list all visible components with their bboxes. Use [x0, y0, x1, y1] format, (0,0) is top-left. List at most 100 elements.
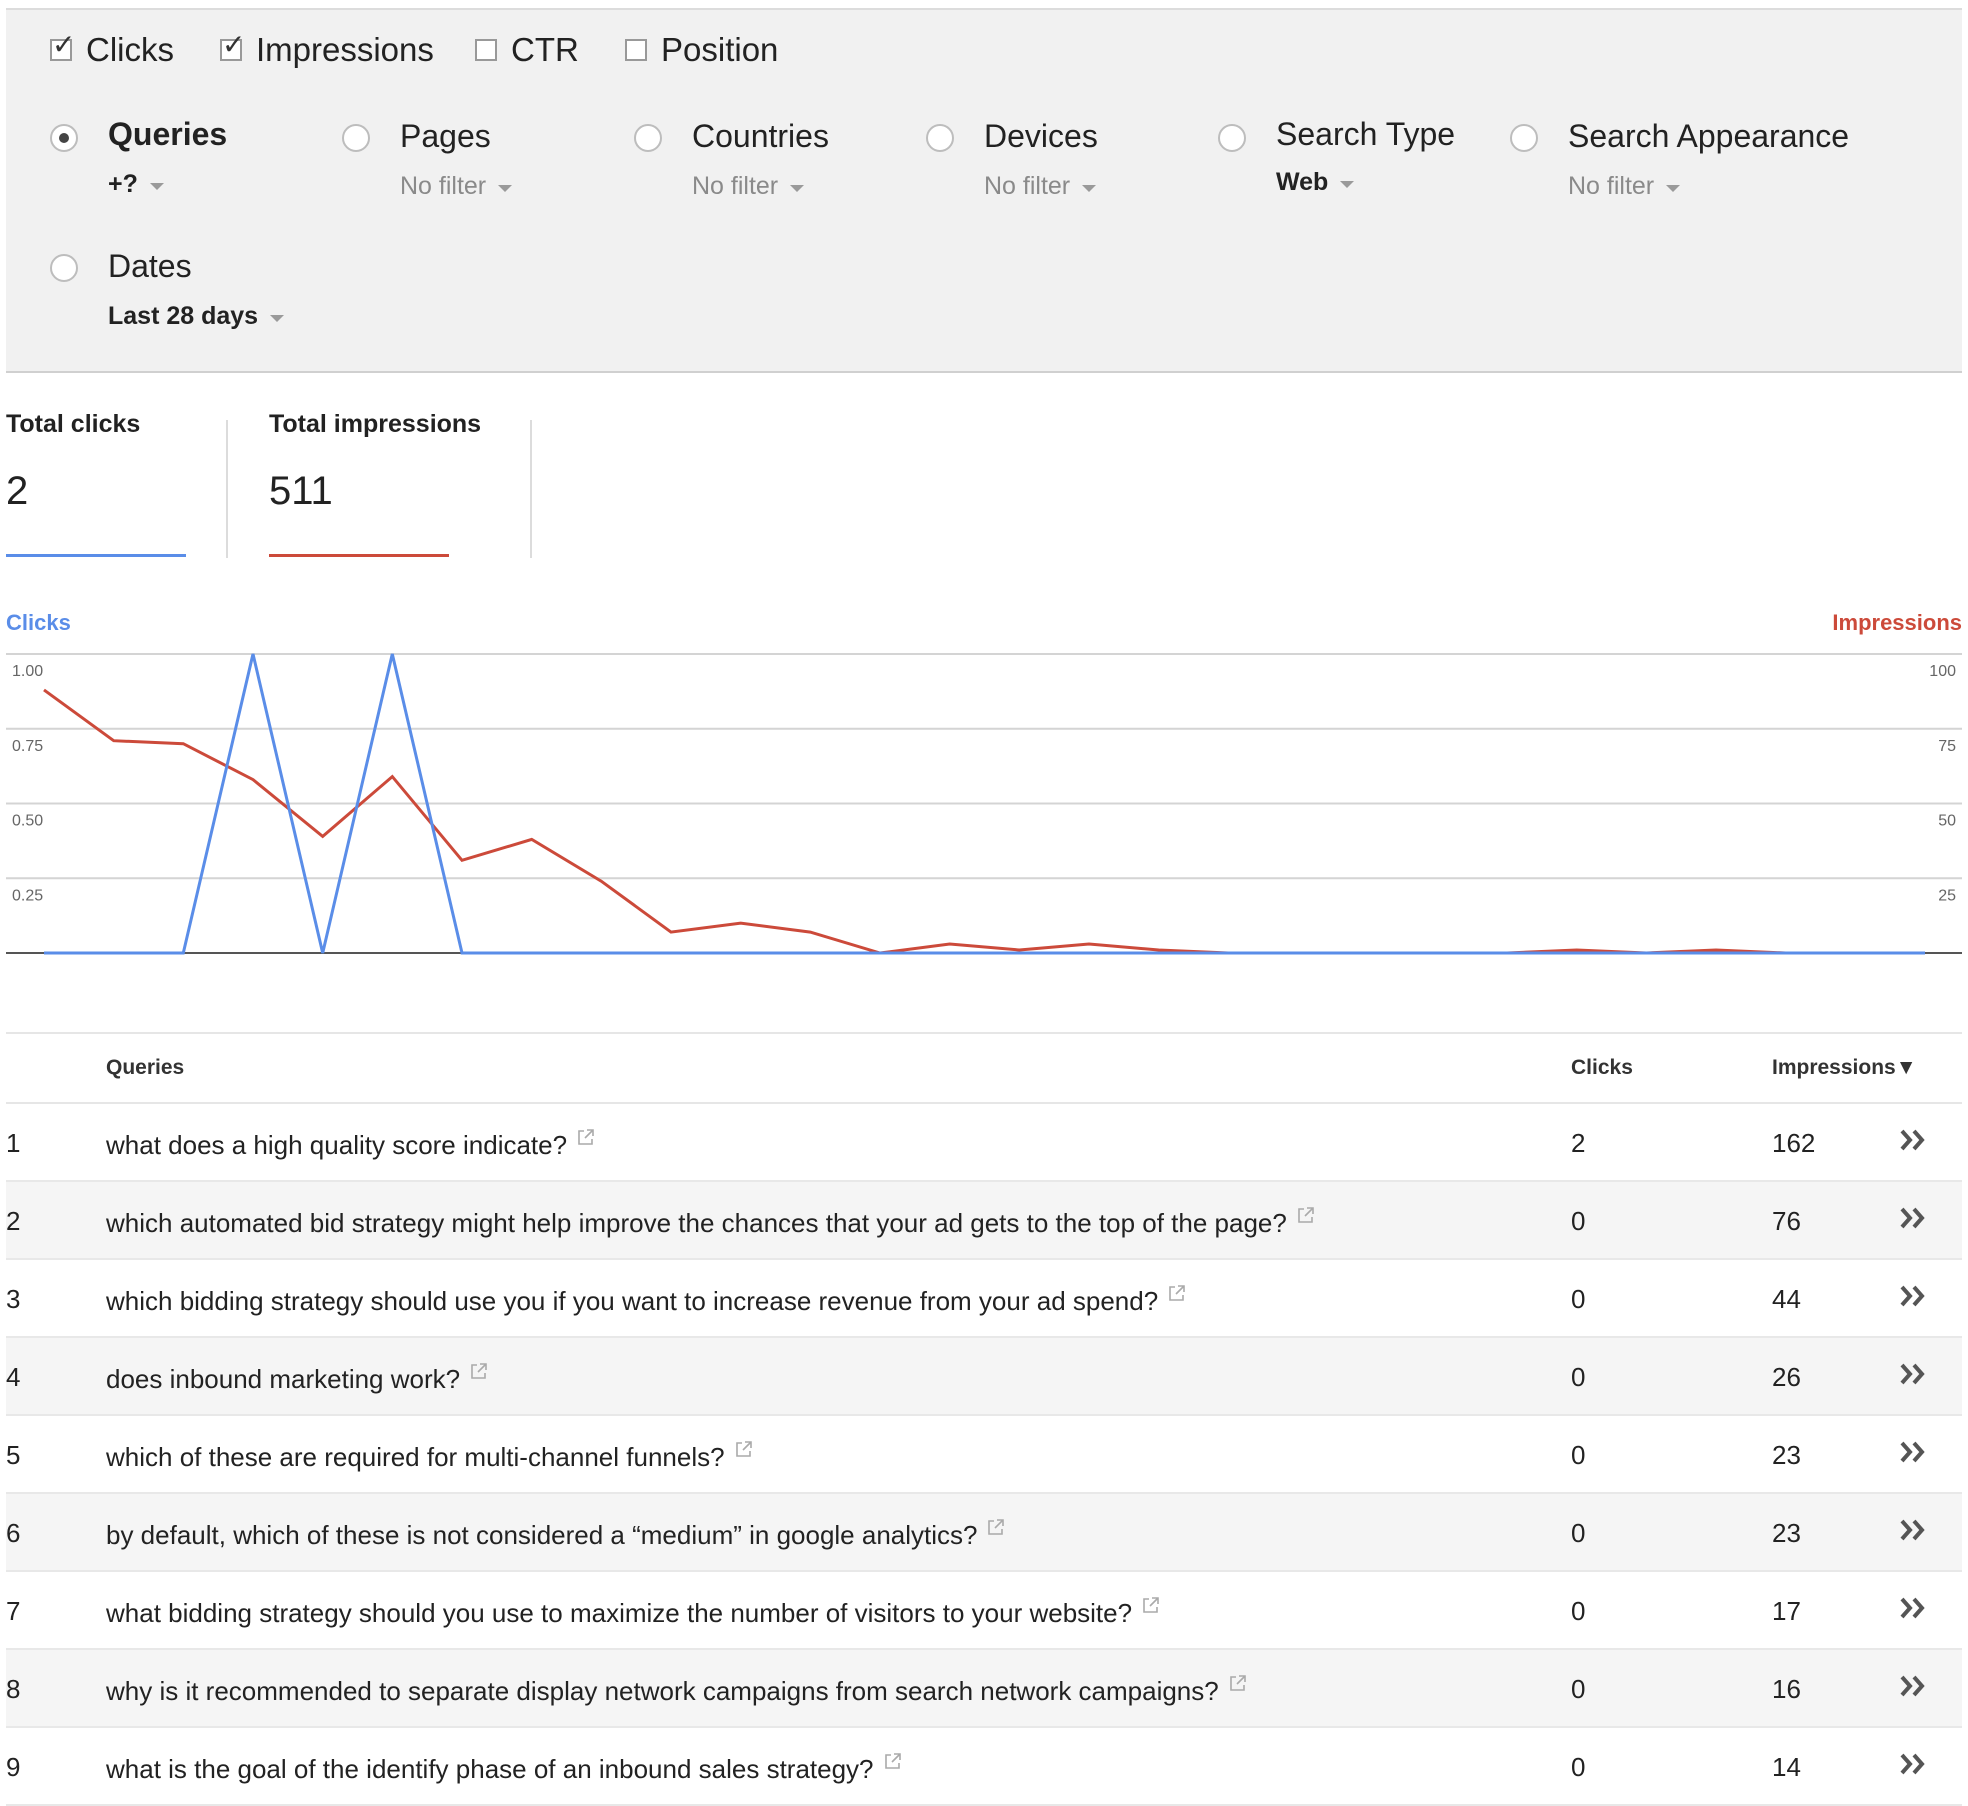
- checkmark-icon: ✓: [222, 29, 246, 60]
- metric-toggle-clicks[interactable]: ✓ Clicks: [50, 30, 174, 70]
- external-link-icon[interactable]: [987, 1518, 1005, 1536]
- query-text: why is it recommended to separate displa…: [106, 1676, 1219, 1706]
- double-chevron-right-icon[interactable]: [1898, 1672, 1930, 1700]
- dimension-filter-dropdown[interactable]: No filter: [692, 172, 805, 201]
- metric-toggle-ctr[interactable]: CTR: [475, 30, 579, 70]
- radio-button[interactable]: [342, 124, 370, 152]
- double-chevron-right-icon[interactable]: [1898, 1438, 1930, 1466]
- table-row[interactable]: 2 which automated bid strategy might help…: [6, 1182, 1962, 1260]
- query-text: which automated bid strategy might help …: [106, 1208, 1287, 1238]
- checkbox[interactable]: [475, 39, 497, 61]
- dimension-filter-dropdown[interactable]: No filter: [400, 172, 513, 201]
- checkmark-icon: ✓: [52, 29, 76, 60]
- total-impressions-value: 511: [269, 469, 333, 513]
- external-link-icon[interactable]: [1168, 1284, 1186, 1302]
- table-row[interactable]: 6 by default, which of these is not consi…: [6, 1494, 1962, 1572]
- filter-value: No filter: [400, 172, 487, 200]
- clicks-cell: 0: [1571, 1440, 1586, 1470]
- row-index: 8: [6, 1674, 21, 1704]
- external-link-icon[interactable]: [577, 1128, 595, 1146]
- column-header-queries[interactable]: Queries: [106, 1056, 185, 1079]
- caret-down-icon: [1340, 180, 1355, 188]
- left-axis-tick-label: 0.25: [12, 887, 43, 904]
- column-header-impressions[interactable]: Impressions▼: [1772, 1056, 1917, 1079]
- double-chevron-right-icon[interactable]: [1898, 1594, 1930, 1622]
- row-index: 4: [6, 1362, 21, 1392]
- dimension-search-type[interactable]: Search Type Web: [1174, 88, 1464, 198]
- external-link-icon[interactable]: [1142, 1596, 1160, 1614]
- left-axis-tick-label: 0.50: [12, 813, 43, 830]
- caret-down-icon: [1082, 184, 1097, 192]
- row-index: 7: [6, 1596, 21, 1626]
- query-cell: why is it recommended to separate displa…: [106, 1674, 1247, 1707]
- radio-button[interactable]: [1218, 124, 1246, 152]
- query-cell: which bidding strategy should use you if…: [106, 1284, 1186, 1317]
- double-chevron-right-icon[interactable]: [1898, 1126, 1930, 1154]
- clicks-color-underline: [6, 554, 186, 557]
- checkbox[interactable]: ✓: [220, 31, 245, 61]
- external-link-icon[interactable]: [735, 1440, 753, 1458]
- impressions-cell: 23: [1772, 1518, 1801, 1548]
- radio-button[interactable]: [50, 124, 78, 152]
- dimension-label: Pages: [400, 118, 491, 154]
- table-row[interactable]: 5 which of these are required for multi-c…: [6, 1416, 1962, 1494]
- clicks-cell: 0: [1571, 1596, 1586, 1626]
- double-chevron-right-icon[interactable]: [1898, 1360, 1930, 1388]
- radio-button[interactable]: [1510, 124, 1538, 152]
- dimension-devices[interactable]: Devices No filter: [882, 88, 1172, 201]
- checkbox[interactable]: ✓: [50, 31, 75, 61]
- query-cell: what does a high quality score indicate?: [106, 1128, 595, 1161]
- double-chevron-right-icon[interactable]: [1898, 1750, 1930, 1778]
- external-link-icon[interactable]: [1229, 1674, 1247, 1692]
- double-chevron-right-icon[interactable]: [1898, 1516, 1930, 1544]
- table-body: 1 what does a high quality score indicate…: [6, 1104, 1962, 1806]
- left-axis-tick-label: 0.75: [12, 738, 43, 755]
- query-cell: what bidding strategy should you use to …: [106, 1596, 1160, 1629]
- row-index: 6: [6, 1518, 21, 1548]
- table-row[interactable]: 8 why is it recommended to separate displ…: [6, 1650, 1962, 1728]
- row-index: 3: [6, 1284, 21, 1314]
- impressions-cell: 162: [1772, 1128, 1816, 1158]
- double-chevron-right-icon[interactable]: [1898, 1282, 1930, 1310]
- checkbox[interactable]: [625, 39, 647, 61]
- dimension-queries[interactable]: Queries +?: [6, 88, 296, 198]
- column-header-clicks[interactable]: Clicks: [1571, 1056, 1633, 1079]
- dimension-filter-dropdown[interactable]: +?: [108, 170, 164, 199]
- dimension-pages[interactable]: Pages No filter: [298, 88, 588, 201]
- dimension-search-appearance[interactable]: Search Appearance No filter: [1466, 88, 1866, 201]
- total-clicks-card[interactable]: Total clicks 2: [6, 410, 186, 557]
- external-link-icon[interactable]: [1297, 1206, 1315, 1224]
- impressions-cell: 76: [1772, 1206, 1801, 1236]
- caret-down-icon: [149, 182, 164, 190]
- impressions-cell: 14: [1772, 1752, 1801, 1782]
- external-link-icon[interactable]: [470, 1362, 488, 1380]
- table-row[interactable]: 7 what bidding strategy should you use to…: [6, 1572, 1962, 1650]
- table-row[interactable]: 9 what is the goal of the identify phase …: [6, 1728, 1962, 1806]
- clicks-series-line: [44, 653, 1925, 955]
- double-chevron-right-icon[interactable]: [1898, 1204, 1930, 1232]
- divider: [226, 420, 228, 558]
- caret-down-icon: [790, 184, 805, 192]
- radio-button[interactable]: [634, 124, 662, 152]
- dimension-dates[interactable]: Dates Last 28 days: [6, 218, 296, 331]
- metric-label: Impressions: [256, 31, 434, 68]
- dimension-filter-dropdown[interactable]: Web: [1276, 168, 1355, 197]
- clicks-cell: 0: [1571, 1206, 1586, 1236]
- radio-button[interactable]: [50, 254, 78, 282]
- filter-value: No filter: [692, 172, 779, 200]
- clicks-cell: 0: [1571, 1752, 1586, 1782]
- external-link-icon[interactable]: [884, 1752, 902, 1770]
- dimension-label: Devices: [984, 118, 1098, 154]
- dimension-filter-dropdown[interactable]: No filter: [1568, 172, 1681, 201]
- table-row[interactable]: 3 which bidding strategy should use you i…: [6, 1260, 1962, 1338]
- metric-toggle-position[interactable]: Position: [625, 30, 778, 70]
- total-impressions-card[interactable]: Total impressions 511: [269, 410, 481, 557]
- dimension-countries[interactable]: Countries No filter: [590, 88, 880, 201]
- dimension-filter-dropdown[interactable]: Last 28 days: [108, 302, 285, 331]
- radio-button[interactable]: [926, 124, 954, 152]
- table-row[interactable]: 4 does inbound marketing work? 0 26: [6, 1338, 1962, 1416]
- dimension-filter-dropdown[interactable]: No filter: [984, 172, 1097, 201]
- metric-toggle-impressions[interactable]: ✓ Impressions: [220, 30, 434, 70]
- table-row[interactable]: 1 what does a high quality score indicate…: [6, 1104, 1962, 1182]
- impressions-cell: 23: [1772, 1440, 1801, 1470]
